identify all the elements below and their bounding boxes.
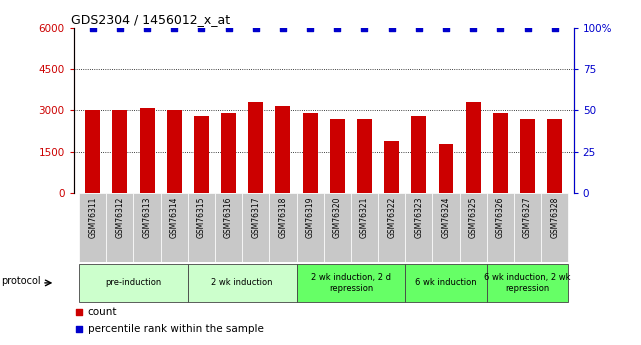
Bar (188, 193, 215, 262)
Bar (357, 119, 372, 193)
Point (387, 25, 397, 30)
Bar (242, 193, 269, 262)
Point (468, 25, 478, 30)
Bar (269, 193, 297, 262)
FancyBboxPatch shape (297, 264, 405, 302)
Bar (112, 110, 128, 193)
Bar (330, 119, 345, 193)
Bar (351, 193, 378, 262)
Text: GSM76317: GSM76317 (251, 197, 260, 238)
Point (88, 25, 98, 30)
Point (549, 25, 560, 30)
Bar (514, 193, 541, 262)
Point (522, 25, 533, 30)
Bar (248, 102, 263, 193)
Bar (547, 119, 562, 193)
Bar (161, 193, 188, 262)
Text: percentile rank within the sample: percentile rank within the sample (88, 324, 263, 334)
Bar (276, 106, 290, 193)
FancyBboxPatch shape (487, 264, 569, 302)
Text: GSM76319: GSM76319 (306, 197, 315, 238)
Bar (215, 193, 242, 262)
Text: GSM76314: GSM76314 (170, 197, 179, 238)
Bar (520, 119, 535, 193)
Text: GSM76323: GSM76323 (414, 197, 423, 238)
Text: GSM76326: GSM76326 (496, 197, 505, 238)
Text: GSM76316: GSM76316 (224, 197, 233, 238)
FancyBboxPatch shape (405, 264, 487, 302)
Point (495, 25, 506, 30)
Bar (378, 193, 405, 262)
Point (332, 25, 342, 30)
Bar (303, 113, 317, 193)
Bar (106, 193, 133, 262)
Bar (85, 110, 100, 193)
Bar (460, 193, 487, 262)
Bar (487, 193, 514, 262)
Text: 6 wk induction, 2 wk
repression: 6 wk induction, 2 wk repression (484, 273, 570, 293)
Text: GSM76311: GSM76311 (88, 197, 97, 238)
Point (224, 25, 234, 30)
Point (142, 25, 152, 30)
Bar (465, 102, 481, 193)
Text: GSM76313: GSM76313 (142, 197, 151, 238)
Bar (433, 193, 460, 262)
Point (196, 25, 206, 30)
Bar (405, 193, 433, 262)
Text: 2 wk induction, 2 d
repression: 2 wk induction, 2 d repression (311, 273, 391, 293)
Text: GSM76318: GSM76318 (278, 197, 287, 238)
Text: GSM76322: GSM76322 (387, 197, 396, 238)
Bar (384, 141, 399, 193)
Text: GDS2304 / 1456012_x_at: GDS2304 / 1456012_x_at (71, 13, 230, 27)
Bar (297, 193, 324, 262)
Point (441, 25, 451, 30)
Point (251, 25, 261, 30)
Point (115, 25, 125, 30)
Bar (221, 113, 236, 193)
Text: count: count (88, 307, 117, 317)
Text: protocol: protocol (1, 276, 40, 286)
FancyBboxPatch shape (79, 264, 188, 302)
Bar (79, 193, 106, 262)
Text: GSM76315: GSM76315 (197, 197, 206, 238)
Point (360, 25, 370, 30)
Text: pre-induction: pre-induction (105, 278, 162, 287)
Point (74, 326, 84, 332)
Point (305, 25, 315, 30)
FancyBboxPatch shape (188, 264, 297, 302)
Bar (140, 108, 154, 193)
Text: 6 wk induction: 6 wk induction (415, 278, 477, 287)
Text: GSM76325: GSM76325 (469, 197, 478, 238)
Text: GSM76321: GSM76321 (360, 197, 369, 238)
Text: GSM76327: GSM76327 (523, 197, 532, 238)
Bar (167, 110, 182, 193)
Bar (194, 116, 209, 193)
Bar (412, 116, 426, 193)
Point (278, 25, 288, 30)
Bar (541, 193, 569, 262)
Bar (493, 113, 508, 193)
Bar (133, 193, 161, 262)
Point (413, 25, 424, 30)
Text: GSM76324: GSM76324 (442, 197, 451, 238)
Bar (324, 193, 351, 262)
Text: GSM76328: GSM76328 (550, 197, 559, 238)
Text: GSM76320: GSM76320 (333, 197, 342, 238)
Text: 2 wk induction: 2 wk induction (212, 278, 273, 287)
Point (74, 309, 84, 315)
Bar (438, 144, 453, 193)
Text: GSM76312: GSM76312 (115, 197, 124, 238)
Point (169, 25, 179, 30)
